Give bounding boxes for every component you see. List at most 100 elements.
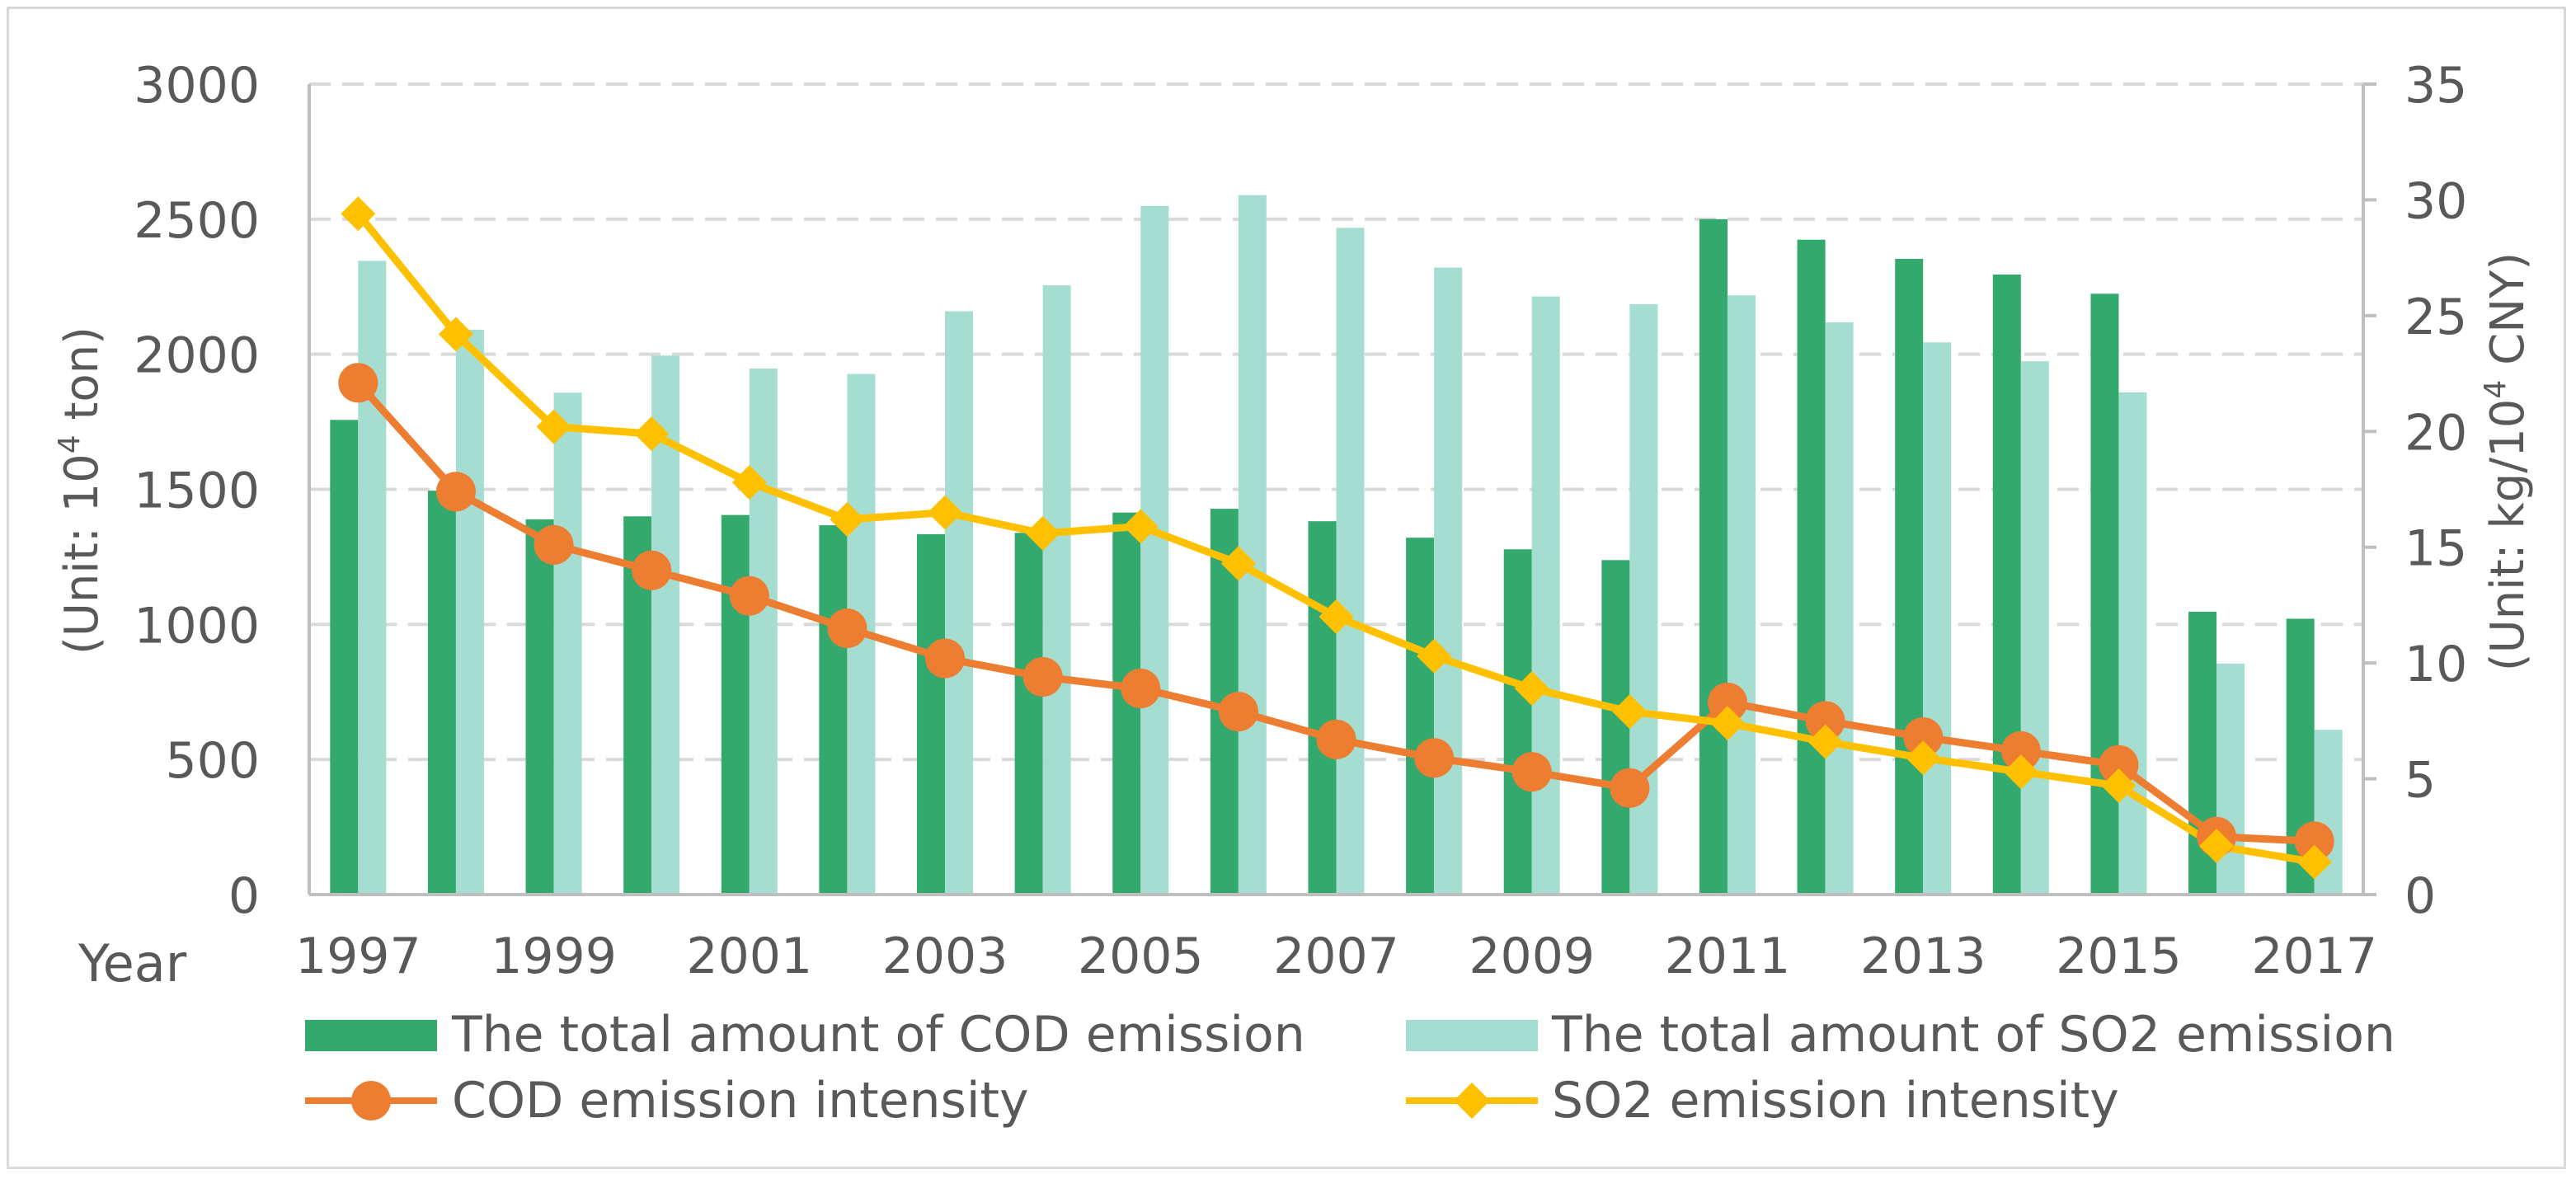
point-cod-intensity	[632, 550, 672, 590]
point-cod-intensity	[2099, 745, 2139, 785]
point-so2-intensity	[1417, 638, 1452, 674]
x-tick-label: 2011	[1665, 928, 1791, 985]
y-right-tick-label: 10	[2404, 636, 2467, 693]
point-cod-intensity	[2000, 730, 2041, 771]
y-axis-left-label-prefix: (Unit: 10	[55, 453, 109, 655]
legend-label-cod-total: The total amount of COD emission	[451, 1006, 1305, 1064]
point-cod-intensity	[1218, 692, 1258, 732]
bar-so2-total	[1825, 322, 1854, 895]
point-so2-intensity	[731, 465, 767, 500]
legend: The total amount of COD emission The tot…	[305, 1006, 2395, 1130]
bar-so2-total	[1042, 285, 1071, 895]
point-cod-intensity	[1610, 768, 1650, 808]
bar-so2-total	[1434, 267, 1463, 895]
bar-so2-total	[749, 369, 778, 895]
point-cod-intensity	[1903, 717, 1944, 758]
x-tick-label: 1997	[295, 928, 421, 985]
point-so2-intensity	[928, 495, 963, 530]
bar-cod-total	[1992, 275, 2021, 895]
bar-cod-total	[427, 491, 456, 895]
y-axis-right-label-prefix: (Unit: kg/10	[2481, 399, 2535, 672]
bar-so2-total	[1140, 205, 1169, 895]
point-cod-intensity	[2294, 821, 2334, 862]
y-left-tick-label: 0	[228, 867, 260, 925]
y-right-tick-label: 0	[2404, 867, 2436, 925]
x-tick-label: 2009	[1469, 928, 1595, 985]
point-cod-intensity	[1022, 656, 1063, 697]
bar-so2-total	[455, 329, 484, 895]
y-axis-right-label: (Unit: kg/104 CNY)	[2479, 252, 2535, 671]
point-cod-intensity	[1121, 669, 1161, 709]
legend-swatch-so2-total	[1406, 1020, 1538, 1051]
y-left-tick-label: 3000	[134, 57, 260, 115]
legend-marker-cod-intensity	[351, 1081, 391, 1120]
tick-labels: 0 500 1000 1500 2000 2500 3000 0 5 10 15 20 25 30 35 19…	[134, 57, 2467, 985]
y-left-tick-label: 500	[165, 732, 260, 790]
bar-cod-total	[1699, 218, 1728, 895]
point-cod-intensity	[729, 575, 769, 616]
y-axis-right-label-suffix: CNY)	[2481, 252, 2535, 380]
point-so2-intensity	[2199, 829, 2235, 864]
point-so2-intensity	[634, 416, 670, 452]
point-so2-intensity	[1709, 706, 1745, 741]
point-so2-intensity	[1514, 671, 1549, 707]
bar-so2-total	[1238, 195, 1267, 895]
y-right-tick-label: 25	[2404, 289, 2467, 346]
point-so2-intensity	[536, 409, 571, 444]
x-tick-label: 2007	[1273, 928, 1399, 985]
bar-so2-total	[358, 261, 387, 895]
y-axis-left-label-sup: 4	[53, 434, 87, 453]
y-right-tick-label: 30	[2404, 172, 2467, 230]
point-so2-intensity	[2003, 754, 2038, 790]
bar-cod-total	[2090, 294, 2119, 895]
point-so2-intensity	[2296, 844, 2332, 880]
bar-cod-total	[1014, 533, 1043, 895]
bar-so2-total	[1923, 342, 1952, 895]
point-so2-intensity	[830, 502, 865, 538]
point-cod-intensity	[338, 363, 378, 403]
bar-cod-total	[819, 525, 848, 895]
bar-cod-total	[330, 420, 359, 895]
x-axis-label: Year	[78, 933, 187, 993]
axes	[308, 82, 2376, 896]
x-tick-label: 2003	[882, 928, 1008, 985]
point-so2-intensity	[1807, 724, 1843, 759]
x-tick-label: 2005	[1078, 928, 1204, 985]
y-left-tick-label: 1500	[134, 463, 260, 520]
point-so2-intensity	[1025, 515, 1060, 551]
bar-cod-total	[721, 514, 750, 895]
legend-marker-so2-intensity	[1454, 1083, 1490, 1119]
bar-cod-total	[1308, 521, 1337, 895]
y-axis-right-label-sup: 4	[2479, 380, 2513, 399]
bar-cod-total	[917, 533, 946, 895]
point-cod-intensity	[1414, 738, 1455, 778]
bar-cod-total	[1797, 239, 1826, 895]
bar-so2-total	[2216, 663, 2245, 895]
y-right-tick-label: 35	[2404, 57, 2467, 115]
point-cod-intensity	[1805, 701, 1845, 741]
bar-so2-total	[1531, 296, 1560, 895]
bar-cod-total	[525, 519, 554, 895]
legend-swatch-cod-total	[305, 1020, 437, 1051]
point-so2-intensity	[438, 317, 473, 352]
bar-cod-total	[1406, 538, 1435, 895]
point-so2-intensity	[2101, 768, 2136, 803]
x-tick-label: 2015	[2056, 928, 2182, 985]
point-cod-intensity	[1707, 682, 1747, 722]
y-left-tick-label: 1000	[134, 597, 260, 655]
point-cod-intensity	[1511, 752, 1552, 792]
legend-label-cod-intensity: COD emission intensity	[452, 1072, 1029, 1130]
line-series-group	[338, 196, 2334, 880]
point-so2-intensity	[1319, 599, 1354, 634]
point-so2-intensity	[1220, 546, 1256, 581]
bar-so2-total	[1336, 228, 1365, 895]
bar-cod-total	[1895, 259, 1924, 895]
x-tick-label: 2017	[2251, 928, 2377, 985]
point-cod-intensity	[435, 472, 476, 512]
point-cod-intensity	[534, 524, 574, 565]
legend-label-so2-total: The total amount of SO2 emission	[1551, 1006, 2395, 1064]
bar-so2-total	[2020, 361, 2049, 895]
x-tick-label: 1999	[491, 928, 617, 985]
y-right-tick-label: 5	[2404, 752, 2436, 810]
